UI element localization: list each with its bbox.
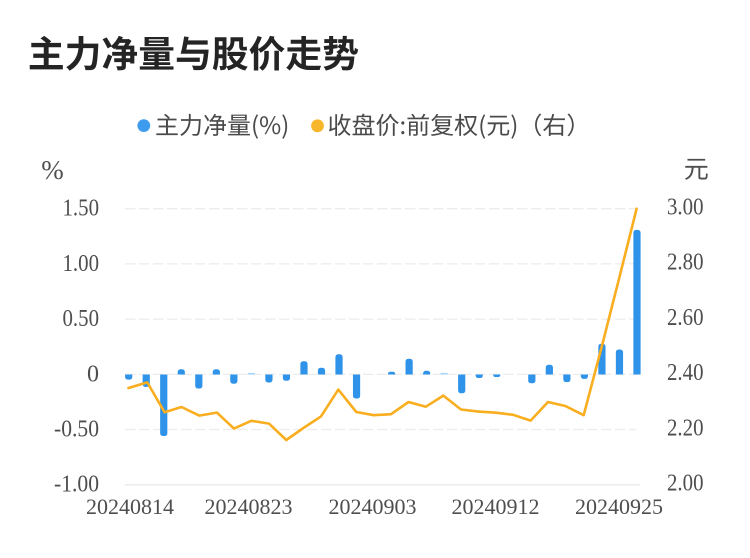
svg-text:0: 0 bbox=[87, 361, 99, 387]
svg-text:20240814: 20240814 bbox=[86, 494, 174, 519]
svg-text:-1.00: -1.00 bbox=[54, 472, 99, 498]
svg-text:0.50: 0.50 bbox=[63, 306, 100, 332]
svg-text:20240903: 20240903 bbox=[329, 494, 417, 519]
svg-text:1.50: 1.50 bbox=[63, 196, 100, 222]
svg-text:20240925: 20240925 bbox=[575, 494, 663, 519]
svg-text:2.20: 2.20 bbox=[667, 415, 704, 441]
svg-text:1.00: 1.00 bbox=[63, 251, 100, 277]
svg-text:3.00: 3.00 bbox=[667, 195, 704, 221]
svg-text:20240823: 20240823 bbox=[205, 494, 293, 519]
svg-text:-0.50: -0.50 bbox=[54, 417, 99, 443]
svg-text:2.40: 2.40 bbox=[667, 360, 704, 386]
svg-text:%: % bbox=[41, 155, 64, 185]
svg-text:2.80: 2.80 bbox=[667, 250, 704, 276]
svg-text:2.00: 2.00 bbox=[667, 471, 704, 497]
svg-text:20240912: 20240912 bbox=[452, 494, 540, 519]
svg-text:2.60: 2.60 bbox=[667, 305, 704, 331]
